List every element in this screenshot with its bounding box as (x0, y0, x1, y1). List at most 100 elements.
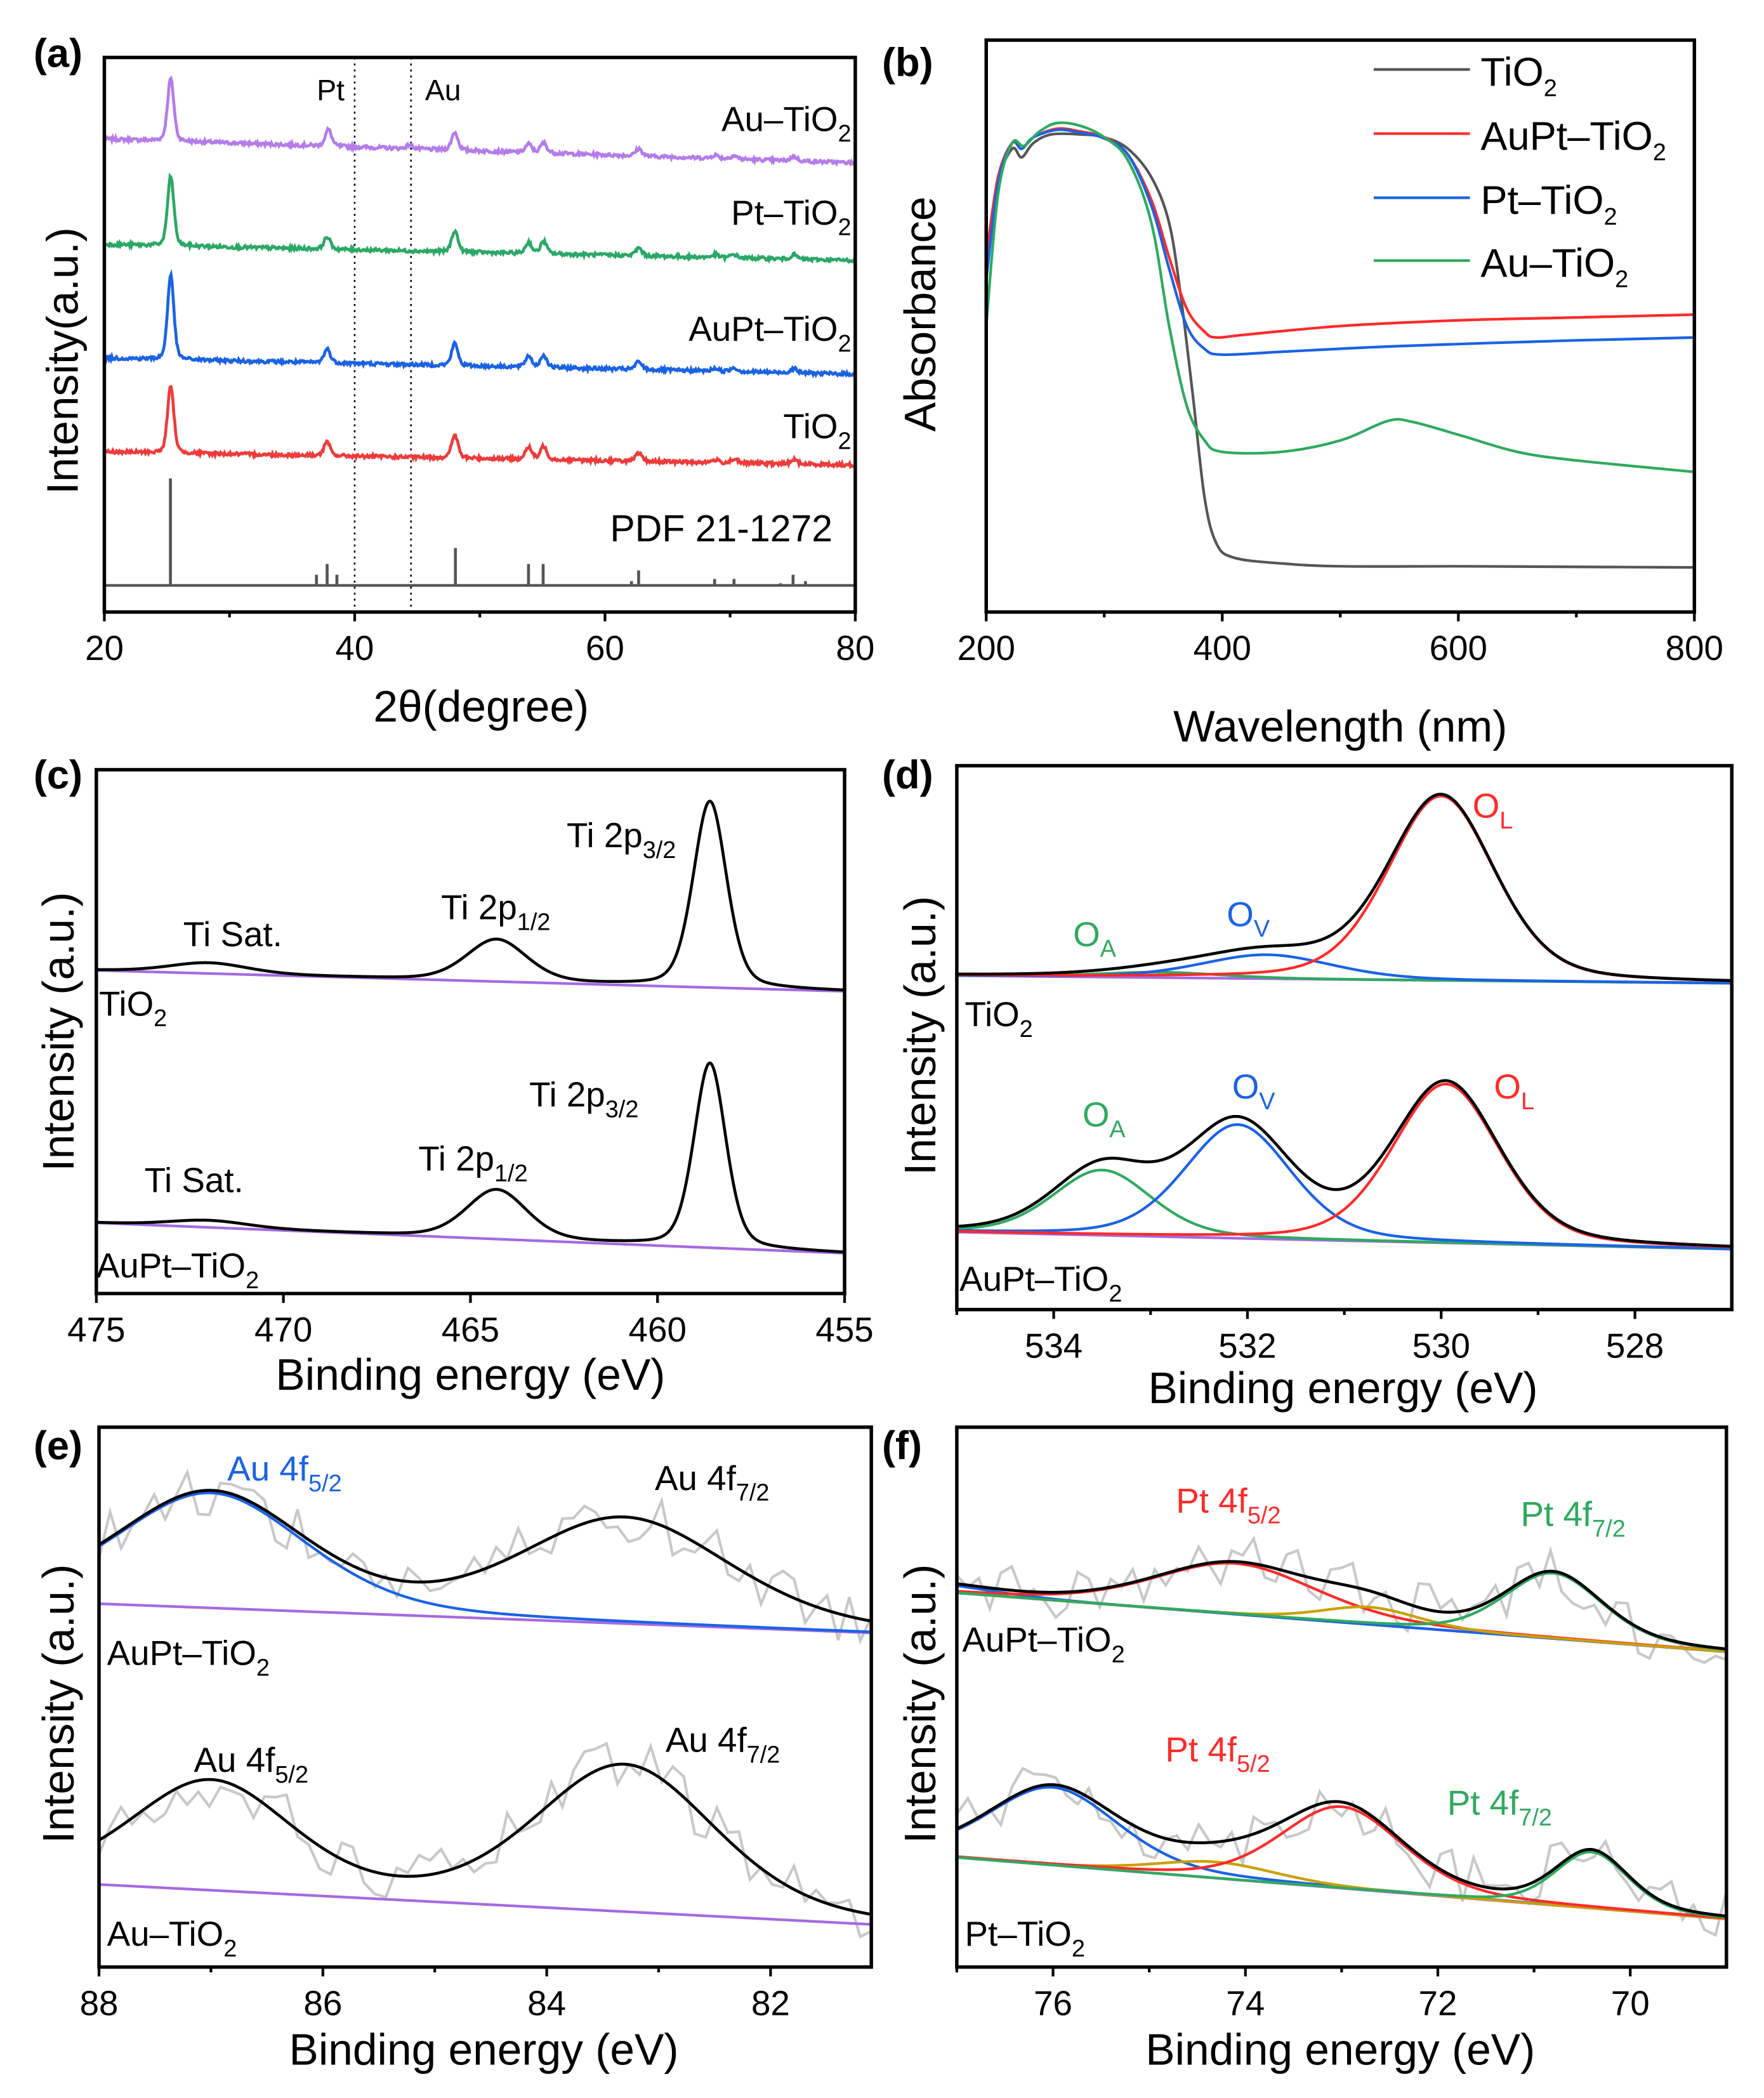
legend-label: TiO2 (1480, 50, 1557, 102)
peak-label-main: Ti Sat. (145, 1160, 244, 1199)
peak-label: Pt 4f7/2 (1521, 1494, 1626, 1543)
x-axis-label: Wavelength (nm) (1173, 702, 1507, 751)
peak-label: Au 4f5/2 (194, 1740, 309, 1788)
legend-label-subscript: 2 (1544, 76, 1557, 102)
raw-data-line (956, 1535, 1727, 1665)
series-label: AuPt–TiO2 (959, 1259, 1122, 1307)
x-tick-label: 74 (1226, 1983, 1265, 2022)
series-label-main: TiO (783, 407, 838, 446)
series-label-main: AuPt–TiO (107, 1633, 256, 1673)
peak-label-subscript: 7/2 (1592, 1516, 1626, 1543)
series-label-subscript: 2 (256, 1655, 270, 1682)
raw-data-line (99, 1468, 872, 1645)
fit-component-line (956, 1805, 1727, 1920)
peak-label: Ti 2p1/2 (418, 1139, 527, 1187)
background-line (99, 1883, 872, 1926)
peak-label: Au 4f5/2 (227, 1449, 341, 1497)
panel-label: (b) (882, 41, 933, 85)
reference-pattern-label: PDF 21-1272 (610, 508, 833, 550)
peak-label-subscript: L (1521, 1088, 1534, 1115)
peak-label: Pt 4f5/2 (1176, 1481, 1280, 1529)
x-tick-label: 86 (303, 1983, 342, 2022)
series-label-main: TiO (965, 994, 1020, 1034)
x-axis-label: 2θ(degree) (373, 682, 589, 731)
envelope-line (956, 1079, 1732, 1248)
plot-frame (95, 768, 846, 1296)
legend-label-main: TiO (1480, 50, 1543, 95)
series-label: AuPt–TiO2 (688, 309, 851, 357)
x-tick-label: 465 (442, 1310, 499, 1349)
panel-label: (c) (34, 753, 82, 797)
series-label: Pt–TiO2 (731, 193, 851, 241)
peak-label-main: Pt 4f (1521, 1494, 1593, 1534)
series-label-main: TiO (99, 984, 154, 1023)
x-tick-label: 70 (1611, 1983, 1650, 2022)
panel-label: (f) (882, 1423, 922, 1468)
peak-label-main: O (1494, 1067, 1521, 1106)
series-label-main: Au–TiO (721, 99, 838, 138)
peak-label: Pt 4f7/2 (1447, 1783, 1552, 1831)
peak-label-main: Ti 2p (418, 1139, 494, 1178)
x-tick-label: 532 (1218, 1326, 1276, 1365)
x-axis-label: Binding energy (eV) (1148, 1363, 1537, 1413)
x-axis-label: Binding energy (eV) (275, 1350, 665, 1399)
xrd-series-line (104, 385, 855, 470)
xrd-series-line (104, 172, 855, 264)
plot-area (956, 793, 1732, 1251)
x-tick-label: 475 (67, 1310, 125, 1349)
peak-label-main: Au 4f (227, 1449, 309, 1488)
envelope-line (99, 1489, 872, 1623)
legend-label-subscript: 2 (1615, 267, 1628, 293)
peak-label: Ti 2p3/2 (529, 1075, 638, 1123)
xrd-series-line (104, 75, 855, 167)
x-tick-label: 528 (1606, 1326, 1664, 1365)
series-label: TiO2 (99, 984, 167, 1032)
series-label-subscript: 2 (1020, 1016, 1033, 1043)
legend-label-main: AuPt–TiO (1480, 114, 1652, 159)
x-tick-label: 400 (1194, 628, 1251, 668)
series-label-subscript: 2 (838, 121, 851, 147)
plot-area (96, 800, 845, 1255)
envelope-line (96, 800, 845, 992)
y-axis-label: Intensity (a.u.) (34, 1564, 83, 1844)
x-tick-label: 530 (1412, 1326, 1470, 1365)
legend-label-subscript: 2 (1604, 204, 1617, 230)
peak-label-subscript: 5/2 (308, 1470, 342, 1497)
peak-label-subscript: A (1109, 1116, 1126, 1143)
peak-label-main: Au 4f (194, 1740, 276, 1779)
background-line (96, 1221, 845, 1255)
legend-label: Au–TiO2 (1480, 241, 1628, 293)
peak-label: Ti Sat. (145, 1160, 244, 1199)
series-label-main: AuPt–TiO (962, 1620, 1111, 1659)
x-tick-label: 60 (586, 628, 624, 668)
y-axis-label: Intensity (a.u.) (895, 896, 945, 1175)
xrd-series-line (104, 268, 855, 379)
x-tick-label: 88 (80, 1983, 119, 2022)
reference-line-label: Au (425, 74, 461, 107)
legend-label-main: Au–TiO (1480, 241, 1615, 286)
fit-component-line (956, 1123, 1732, 1250)
peak-label-subscript: L (1499, 808, 1513, 835)
fit-component-line (956, 1851, 1727, 1919)
absorbance-series-line (986, 127, 1695, 340)
plot-area (986, 121, 1695, 569)
x-tick-label: 470 (254, 1310, 312, 1349)
series-label-subscript: 2 (838, 331, 851, 357)
panel-label: (a) (34, 31, 82, 76)
legend-label-subscript: 2 (1653, 140, 1666, 166)
peak-label-subscript: 7/2 (747, 1741, 780, 1768)
peak-label-main: Pt 4f (1447, 1783, 1519, 1823)
series-label-main: Pt–TiO (965, 1914, 1072, 1953)
peak-label-subscript: V (1254, 916, 1270, 942)
x-tick-label: 40 (335, 628, 374, 668)
x-axis-label: Binding energy (eV) (289, 2024, 678, 2074)
envelope-line (956, 793, 1732, 982)
panel-label: (e) (34, 1423, 82, 1468)
absorbance-series-line (986, 121, 1695, 473)
peak-label-main: O (1083, 1095, 1110, 1134)
peak-label-main: Ti 2p (441, 888, 517, 927)
